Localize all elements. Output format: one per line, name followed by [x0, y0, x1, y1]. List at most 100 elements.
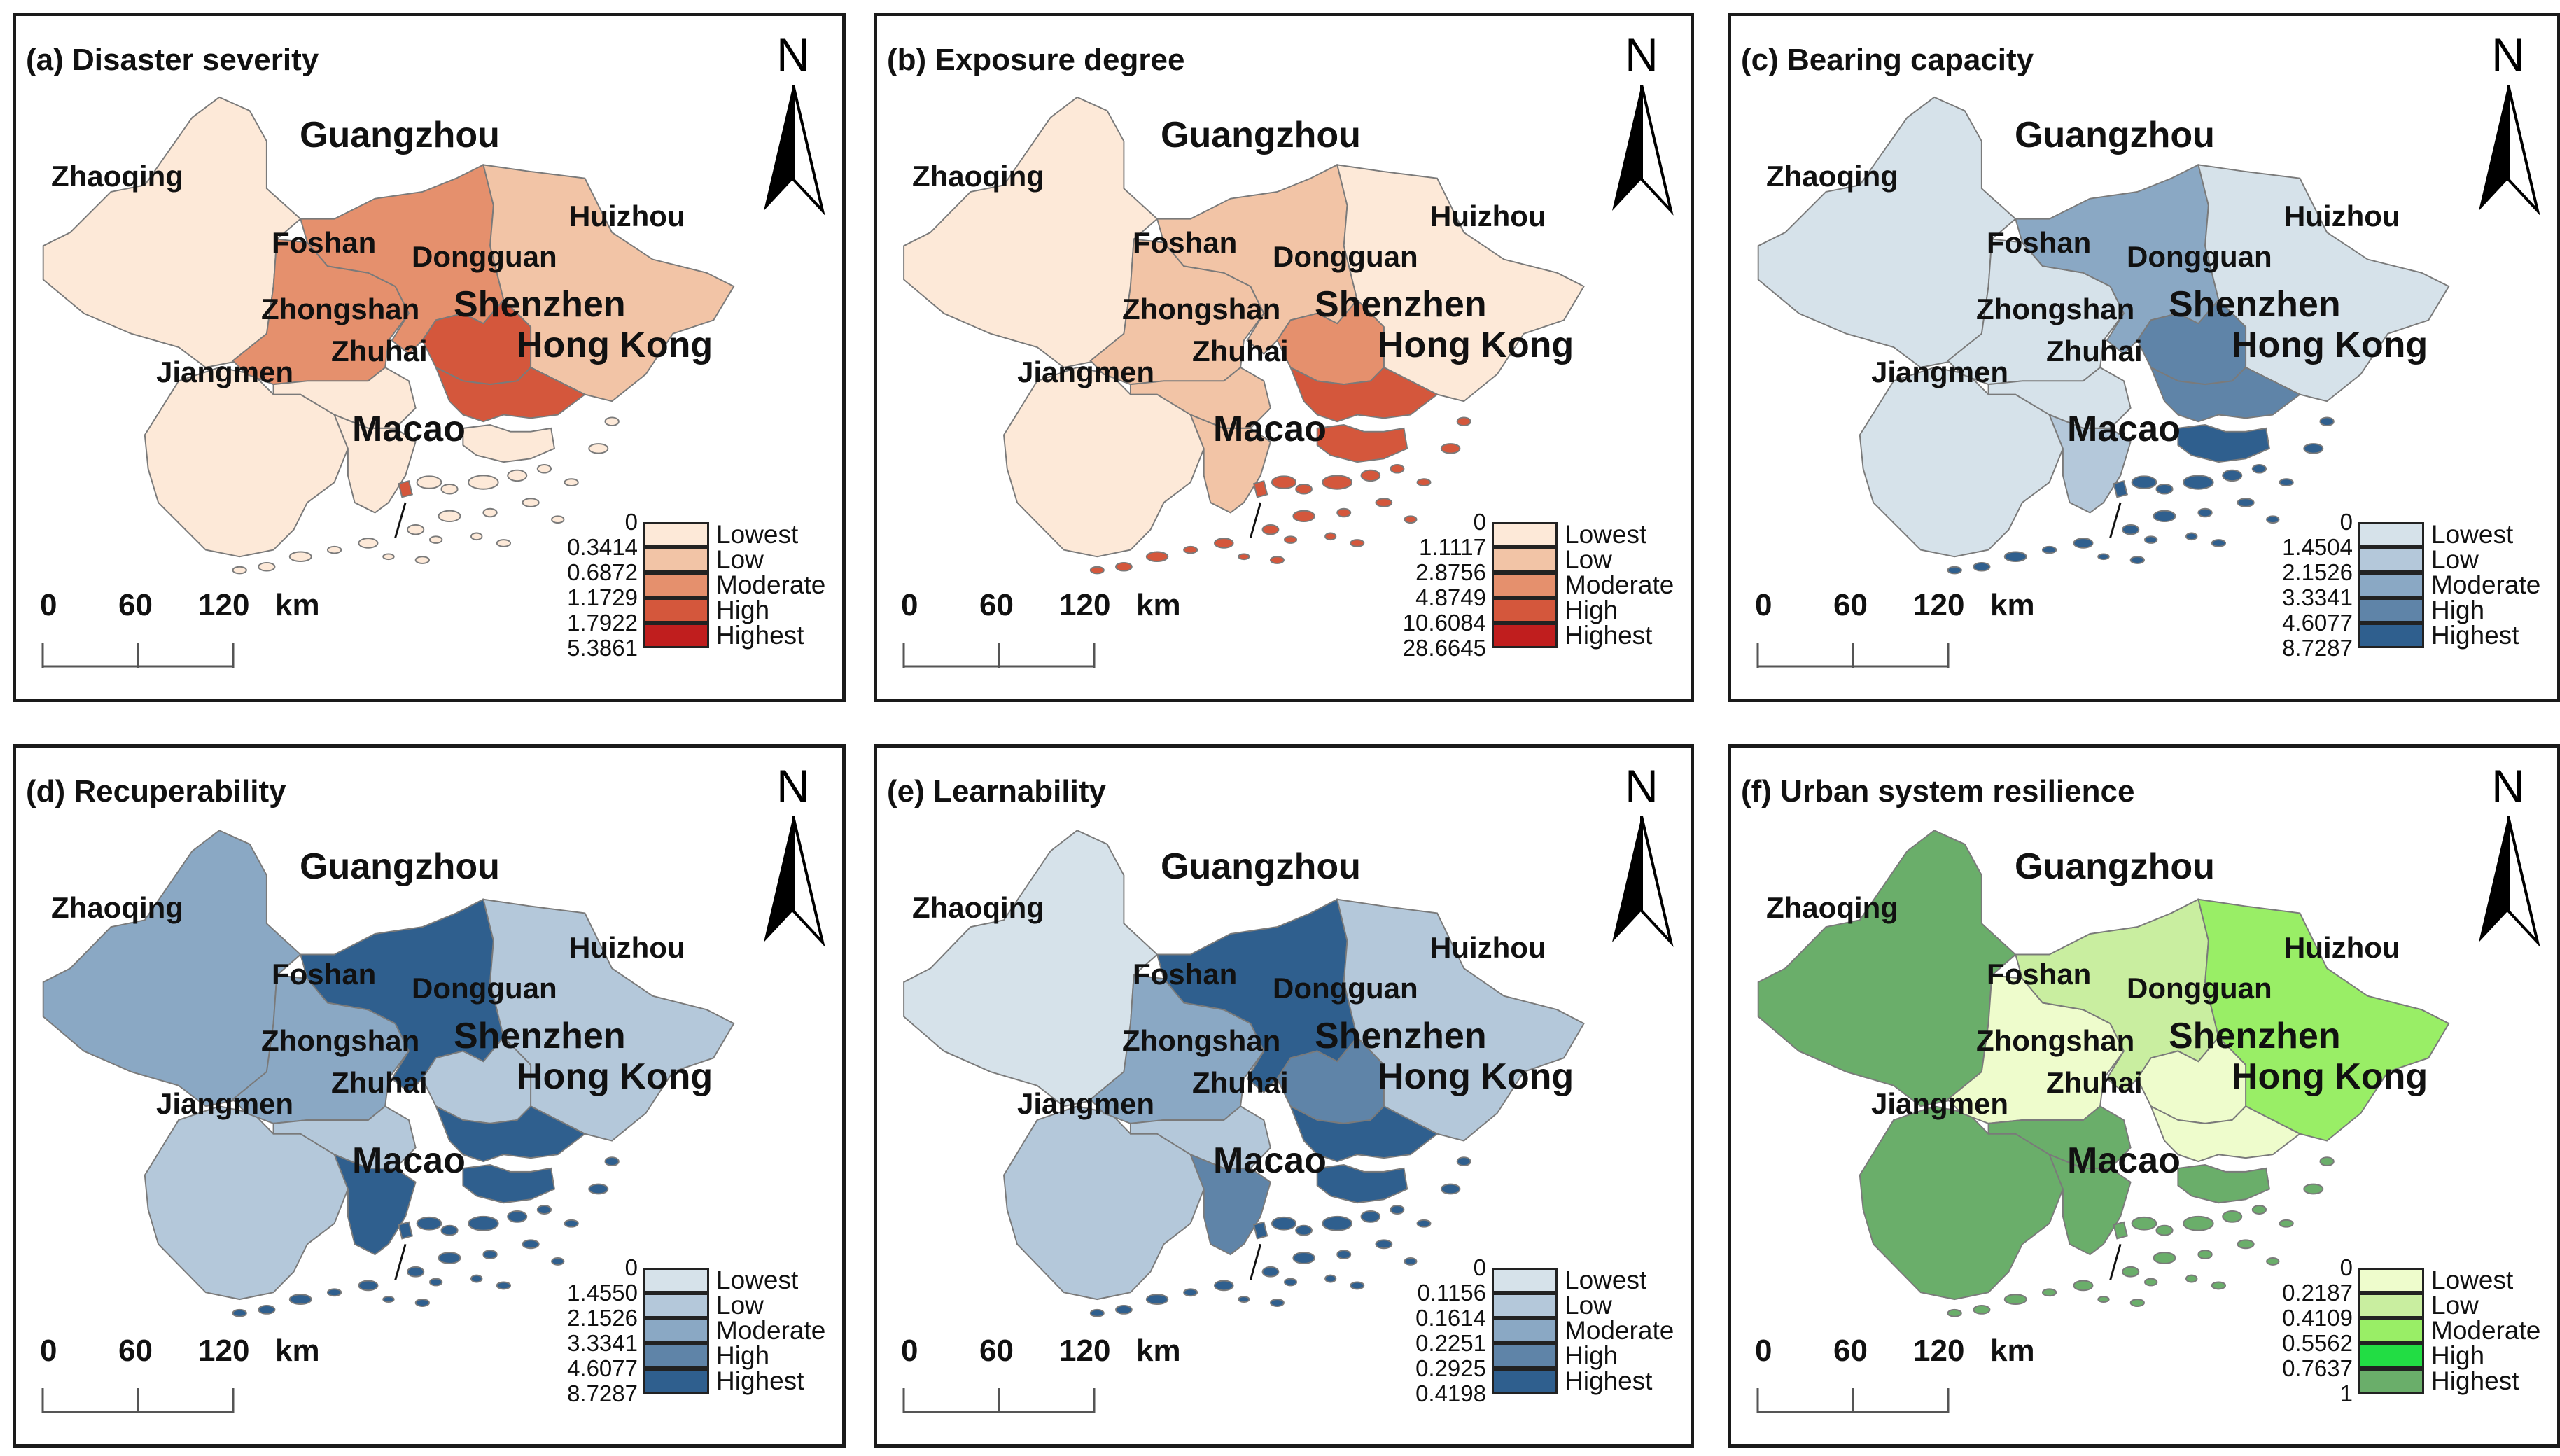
scale-bar: 0 60 120 km	[40, 1334, 320, 1432]
island-15	[522, 1239, 540, 1250]
region-macao	[398, 1221, 413, 1240]
island-4	[536, 464, 552, 474]
legend-label-3: High	[2431, 1341, 2485, 1370]
label-shenzhen: Shenzhen	[454, 1016, 626, 1056]
north-letter: N	[2491, 760, 2525, 812]
label-zhongshan: Zhongshan	[1976, 1024, 2135, 1057]
region-zhaoqing	[42, 830, 302, 1107]
island-8	[2144, 1278, 2158, 1287]
legend-swatch-3	[2358, 598, 2424, 623]
label-foshan: Foshan	[1987, 226, 2092, 259]
label-zhongshan: Zhongshan	[261, 1024, 420, 1057]
region-zhongshan	[1129, 366, 1272, 429]
north-arrow-icon	[1612, 816, 1674, 947]
island-20	[1238, 553, 1250, 561]
label-dongguan: Dongguan	[1273, 240, 1418, 273]
island-21	[414, 556, 430, 564]
region-zhaoqing	[42, 96, 302, 369]
label-macao: Macao	[1213, 409, 1327, 449]
legend-swatch-0	[1492, 522, 1558, 547]
region-hongkong	[2177, 1164, 2271, 1204]
label-macao: Macao	[352, 1140, 466, 1181]
island-15	[522, 498, 540, 507]
legend-label-2: Moderate	[1565, 1316, 1674, 1345]
choropleth-map	[42, 830, 735, 1317]
label-zhaoqing: Zhaoqing	[51, 160, 183, 192]
legend-break-4: 1.7922	[567, 610, 638, 636]
label-jiangmen: Jiangmen	[1017, 1087, 1155, 1120]
island-3	[507, 469, 528, 482]
island-16	[1416, 1219, 1432, 1228]
legend-label-4: Highest	[1565, 621, 1653, 650]
islands	[1089, 1156, 1471, 1317]
label-jiangmen: Jiangmen	[1871, 1087, 2009, 1120]
legend-label-0: Lowest	[2431, 1266, 2514, 1294]
island-16	[2279, 478, 2294, 486]
legend-label-4: Highest	[2431, 621, 2519, 650]
region-zhaoqing	[1757, 830, 2017, 1107]
map-panel-b: (b) Exposure degree Zhaoqing Guangzhou H…	[874, 13, 1694, 702]
region-hongkong	[462, 424, 556, 463]
legend-break-1: 1.1117	[1418, 534, 1486, 560]
north-arrow-icon	[764, 85, 825, 216]
island-20	[382, 1296, 395, 1303]
island-2	[1322, 1215, 1353, 1231]
legend-label-0: Lowest	[716, 520, 799, 549]
island-3	[2222, 1210, 2243, 1223]
island-2	[1322, 475, 1353, 490]
island-13	[1089, 566, 1105, 575]
legend: 0 0.2187 0.4109 0.5562 0.7637 1 Lowest Low Moder…	[2263, 1255, 2540, 1416]
island-19	[1350, 1281, 1365, 1290]
label-hongkong: Hong Kong	[517, 1056, 713, 1097]
island-0	[1271, 1216, 1297, 1231]
island-7	[407, 524, 425, 536]
legend-label-1: Low	[1565, 545, 1612, 574]
island-3	[2222, 469, 2243, 482]
island-22	[2266, 515, 2280, 524]
label-huizhou: Huizhou	[1430, 931, 1546, 964]
legend-label-1: Low	[716, 545, 764, 574]
choropleth-map	[42, 96, 735, 575]
island-22	[551, 515, 565, 524]
label-shenzhen: Shenzhen	[1315, 1016, 1487, 1056]
island-17	[588, 1183, 609, 1195]
map-panel-c: (c) Bearing capacity Zhaoqing Guangzhou …	[1728, 13, 2560, 702]
label-zhuhai: Zhuhai	[1192, 335, 1289, 368]
island-19	[2211, 539, 2227, 547]
label-shenzhen: Shenzhen	[1315, 284, 1487, 325]
scale-unit: km	[275, 588, 320, 622]
legend-label-1: Low	[716, 1291, 764, 1320]
label-dongguan: Dongguan	[1273, 972, 1418, 1004]
island-1	[440, 484, 459, 495]
north-arrow: N	[758, 30, 828, 219]
label-hongkong: Hong Kong	[1378, 325, 1574, 365]
scale-tick-60: 60	[1833, 588, 1868, 622]
legend-label-0: Lowest	[1565, 520, 1647, 549]
islands	[1947, 1156, 2335, 1317]
label-guangzhou: Guangzhou	[2015, 846, 2215, 887]
island-1	[1295, 484, 1313, 495]
island-15	[1375, 1239, 1393, 1250]
panel-title: (b) Exposure degree	[887, 43, 1185, 77]
legend-swatch-3	[643, 1343, 709, 1368]
region-jiangmen	[1859, 366, 2064, 558]
island-4	[1390, 1205, 1405, 1214]
legend-break-3: 0.2251	[1415, 1330, 1486, 1356]
region-hongkong	[2177, 424, 2271, 463]
island-3	[507, 1210, 528, 1223]
island-15	[2237, 1239, 2255, 1250]
legend-swatch-1	[2358, 1293, 2424, 1318]
island-10	[326, 545, 342, 554]
label-zhaoqing: Zhaoqing	[1766, 891, 1898, 924]
island-17	[1440, 1183, 1461, 1195]
legend-label-4: Highest	[716, 621, 804, 650]
legend-swatch-4	[643, 1368, 709, 1394]
label-huizhou: Huizhou	[569, 200, 685, 232]
region-shenzhen	[2149, 365, 2302, 423]
legend-break-4: 4.6077	[2282, 610, 2353, 636]
legend-swatch-0	[643, 522, 709, 547]
region-zhongshan	[272, 366, 417, 429]
north-letter: N	[1625, 29, 1658, 80]
scale-unit: km	[1136, 1334, 1181, 1368]
label-guangzhou: Guangzhou	[2015, 115, 2215, 155]
